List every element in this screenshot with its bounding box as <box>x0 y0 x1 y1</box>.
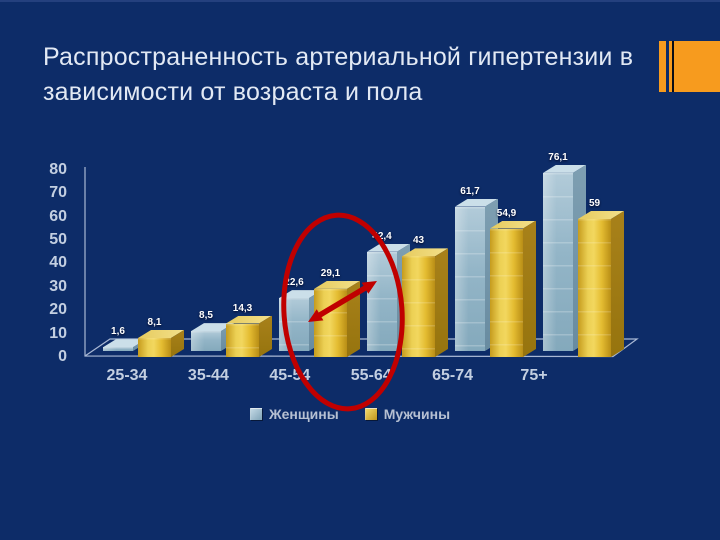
value-label-women-25-34: 1,6 <box>111 326 125 338</box>
y-tick-50: 50 <box>49 231 67 248</box>
bar-women-65-74 <box>455 206 485 351</box>
bar-men-35-44 <box>226 323 259 357</box>
value-label-men-35-44: 14,3 <box>232 302 253 314</box>
value-label-women-65-74: 61,7 <box>460 185 480 197</box>
legend-item-men: Мужчины <box>364 406 451 422</box>
legend-swatch-women <box>249 408 262 420</box>
bar-men-55-64 <box>402 256 435 357</box>
value-label-men-45-54: 29,1 <box>320 267 341 279</box>
value-label-men-55-64: 43 <box>412 235 425 247</box>
y-tick-60: 60 <box>49 207 67 225</box>
bar-women-55-64 <box>367 251 397 351</box>
value-label-men-25-34: 8,1 <box>147 317 162 329</box>
x-category-label-25-34: 25-34 <box>106 367 148 384</box>
accent-block <box>669 41 720 92</box>
bar-men-65-74 <box>490 228 523 357</box>
y-tick-10: 10 <box>49 324 67 342</box>
bar-men-45-54 <box>314 288 347 357</box>
axis-and-floor-lines <box>84 167 639 358</box>
slide-top-edge <box>0 0 720 2</box>
bar-women-25-34 <box>103 347 133 351</box>
y-tick-40: 40 <box>49 254 67 272</box>
value-label-men-75+: 59 <box>588 197 601 209</box>
slide-title: Распространенность артериальной гипертен… <box>43 43 634 106</box>
y-tick-80: 80 <box>49 160 67 178</box>
y-tick-0: 0 <box>58 348 67 365</box>
value-label-women-75+: 76,1 <box>548 151 568 163</box>
legend: Женщины Мужчины <box>0 403 700 425</box>
bar-women-35-44 <box>191 331 221 351</box>
x-category-label-35-44: 35-44 <box>187 367 229 384</box>
x-category-label-75+: 75+ <box>520 367 548 384</box>
y-tick-30: 30 <box>49 277 67 295</box>
legend-swatch-men <box>364 408 377 420</box>
legend-item-women: Женщины <box>249 406 339 422</box>
x-category-label-65-74: 65-74 <box>432 367 474 384</box>
bar-men-75+ <box>578 218 611 357</box>
bar-men-25-34 <box>138 338 171 357</box>
y-tick-70: 70 <box>49 184 67 202</box>
accent-divider-line <box>671 41 674 92</box>
legend-label-men: Мужчины <box>383 406 451 422</box>
x-category-label-45-54: 45-54 <box>269 367 311 384</box>
value-label-women-35-44: 8,5 <box>199 310 213 322</box>
accent-stripe <box>659 41 666 92</box>
bar-women-45-54 <box>279 298 309 351</box>
y-tick-20: 20 <box>49 301 67 319</box>
value-label-men-65-74: 54,9 <box>496 207 517 219</box>
bar-women-75+ <box>543 172 573 351</box>
x-category-label-55-64: 55-64 <box>350 367 392 384</box>
legend-label-women: Женщины <box>268 406 339 422</box>
